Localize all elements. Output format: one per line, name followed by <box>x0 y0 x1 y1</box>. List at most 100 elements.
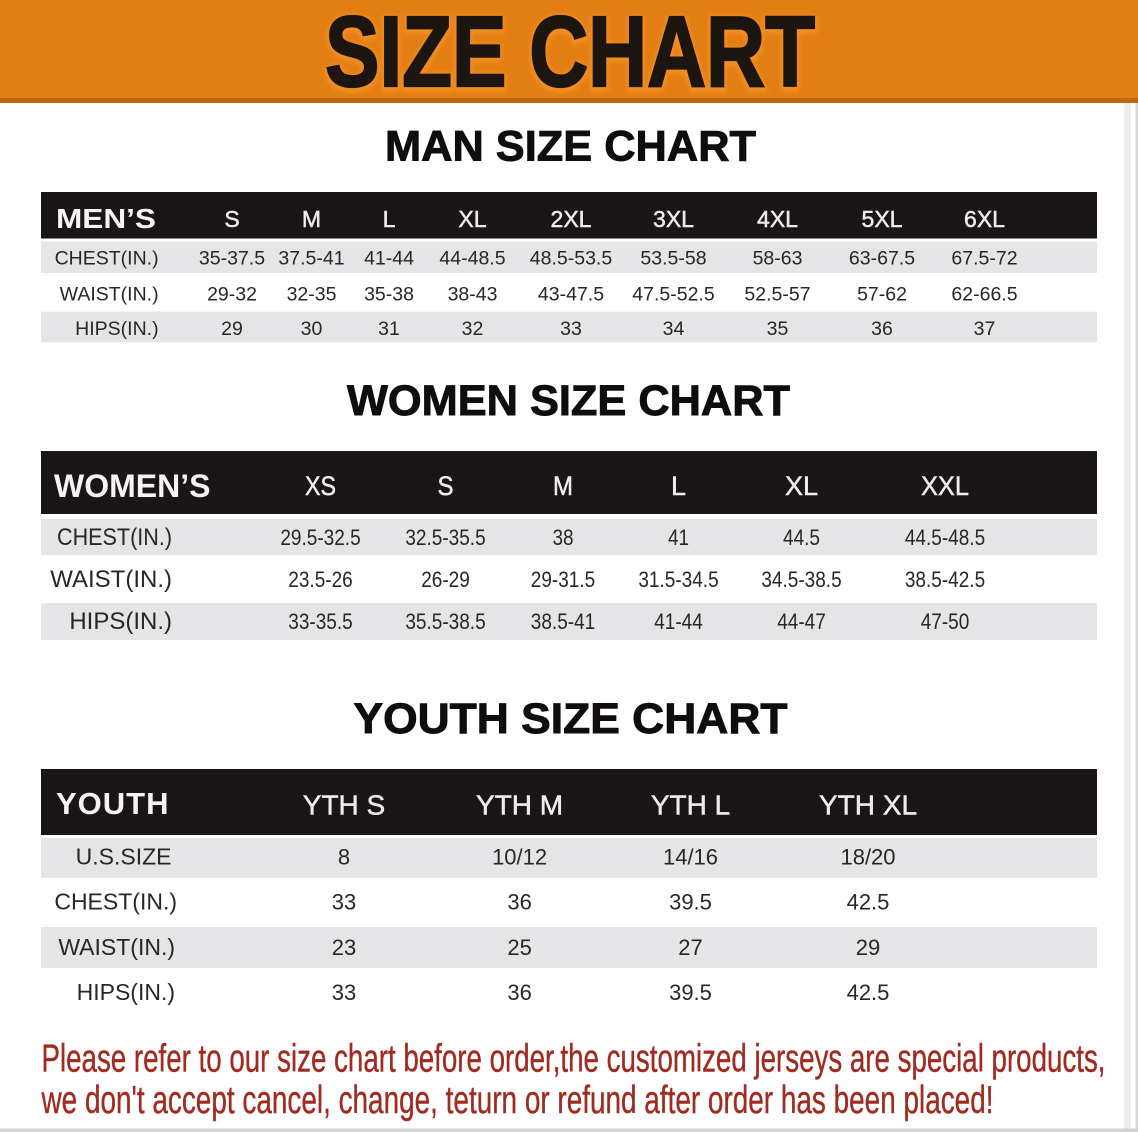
svg-text:29.5-32.5: 29.5-32.5 <box>280 525 360 550</box>
svg-text:37: 37 <box>974 318 996 340</box>
svg-text:62-66.5: 62-66.5 <box>951 284 1017 306</box>
svg-text:S: S <box>224 206 239 232</box>
svg-text:XL: XL <box>785 471 818 501</box>
svg-text:29-32: 29-32 <box>207 284 257 306</box>
svg-text:36: 36 <box>507 980 531 1005</box>
svg-text:33-35.5: 33-35.5 <box>288 609 352 634</box>
svg-text:47-50: 47-50 <box>921 609 970 634</box>
svg-text:38.5-41: 38.5-41 <box>531 609 595 634</box>
svg-text:44-47: 44-47 <box>777 609 826 634</box>
svg-text:37.5-41: 37.5-41 <box>278 248 344 270</box>
svg-text:YTH XL: YTH XL <box>819 790 917 821</box>
svg-text:L: L <box>383 206 396 232</box>
svg-text:18/20: 18/20 <box>840 845 895 870</box>
svg-text:39.5: 39.5 <box>669 890 712 915</box>
svg-text:XS: XS <box>305 471 336 501</box>
svg-text:42.5: 42.5 <box>847 890 890 915</box>
svg-text:35.5-38.5: 35.5-38.5 <box>405 609 485 634</box>
svg-text:48.5-53.5: 48.5-53.5 <box>530 248 613 270</box>
svg-text:38-43: 38-43 <box>448 284 498 306</box>
svg-text:MAN SIZE CHART: MAN SIZE CHART <box>385 123 756 171</box>
svg-text:58-63: 58-63 <box>753 248 803 270</box>
svg-text:YTH L: YTH L <box>651 790 730 821</box>
svg-text:YTH S: YTH S <box>303 790 385 821</box>
svg-text:M: M <box>302 206 321 232</box>
svg-text:53.5-58: 53.5-58 <box>640 248 706 270</box>
svg-text:we don't accept cancel, change: we don't accept cancel, change, teturn o… <box>41 1079 994 1122</box>
svg-text:CHEST(IN.): CHEST(IN.) <box>54 889 177 915</box>
svg-text:41-44: 41-44 <box>364 248 414 270</box>
svg-text:CHEST(IN.): CHEST(IN.) <box>55 248 159 270</box>
svg-text:52.5-57: 52.5-57 <box>744 284 810 306</box>
svg-text:41: 41 <box>668 525 689 550</box>
svg-text:29: 29 <box>856 935 880 960</box>
svg-text:Please refer to our size chart: Please refer to our size chart before or… <box>42 1038 1106 1081</box>
svg-text:SIZE CHART: SIZE CHART <box>325 0 815 108</box>
svg-text:HIPS(IN.): HIPS(IN.) <box>77 979 175 1005</box>
svg-text:41-44: 41-44 <box>654 609 703 634</box>
svg-text:63-67.5: 63-67.5 <box>849 248 915 270</box>
svg-text:43-47.5: 43-47.5 <box>538 284 604 306</box>
svg-text:29-31.5: 29-31.5 <box>531 567 595 592</box>
svg-text:HIPS(IN.): HIPS(IN.) <box>69 608 172 635</box>
svg-text:L: L <box>671 471 686 501</box>
svg-text:32-35: 32-35 <box>287 284 337 306</box>
svg-text:34.5-38.5: 34.5-38.5 <box>761 567 841 592</box>
svg-text:YOUTH: YOUTH <box>56 786 170 821</box>
svg-text:36: 36 <box>871 318 893 340</box>
svg-text:U.S.SIZE: U.S.SIZE <box>76 844 172 870</box>
svg-text:35-37.5: 35-37.5 <box>199 248 265 270</box>
svg-text:67.5-72: 67.5-72 <box>951 248 1017 270</box>
svg-text:YTH M: YTH M <box>476 790 563 821</box>
svg-text:6XL: 6XL <box>964 206 1005 232</box>
svg-text:31.5-34.5: 31.5-34.5 <box>638 567 718 592</box>
svg-text:2XL: 2XL <box>551 206 592 232</box>
svg-text:WAIST(IN.): WAIST(IN.) <box>58 934 175 960</box>
svg-text:34: 34 <box>663 318 685 340</box>
svg-text:HIPS(IN.): HIPS(IN.) <box>75 318 158 340</box>
svg-text:4XL: 4XL <box>757 206 798 232</box>
svg-text:S: S <box>438 471 454 501</box>
svg-text:42.5: 42.5 <box>847 980 890 1005</box>
svg-text:35: 35 <box>767 318 789 340</box>
svg-text:27: 27 <box>678 935 702 960</box>
svg-text:35-38: 35-38 <box>364 284 414 306</box>
svg-text:38: 38 <box>552 525 573 550</box>
svg-text:5XL: 5XL <box>862 206 903 232</box>
svg-text:32.5-35.5: 32.5-35.5 <box>405 525 485 550</box>
svg-text:WAIST(IN.): WAIST(IN.) <box>60 284 159 306</box>
svg-text:10/12: 10/12 <box>492 845 547 870</box>
svg-text:33: 33 <box>332 890 356 915</box>
svg-text:38.5-42.5: 38.5-42.5 <box>905 567 985 592</box>
svg-text:33: 33 <box>560 318 582 340</box>
svg-text:XL: XL <box>458 206 486 232</box>
svg-text:31: 31 <box>378 318 400 340</box>
svg-text:23: 23 <box>332 935 356 960</box>
svg-text:8: 8 <box>338 845 350 870</box>
svg-text:YOUTH SIZE CHART: YOUTH SIZE CHART <box>354 695 788 743</box>
svg-text:44.5: 44.5 <box>783 525 820 550</box>
svg-text:44.5-48.5: 44.5-48.5 <box>905 525 985 550</box>
svg-text:29: 29 <box>221 318 243 340</box>
svg-text:39.5: 39.5 <box>669 980 712 1005</box>
svg-text:MEN’S: MEN’S <box>56 203 156 234</box>
svg-text:3XL: 3XL <box>653 206 694 232</box>
svg-text:25: 25 <box>507 935 531 960</box>
svg-text:47.5-52.5: 47.5-52.5 <box>632 284 715 306</box>
svg-text:32: 32 <box>462 318 484 340</box>
svg-text:WOMEN’S: WOMEN’S <box>54 468 210 504</box>
svg-text:57-62: 57-62 <box>857 284 907 306</box>
svg-text:23.5-26: 23.5-26 <box>288 567 352 592</box>
svg-text:SIZE CHART: SIZE CHART <box>325 0 815 110</box>
svg-text:M: M <box>553 471 573 501</box>
svg-text:26-29: 26-29 <box>421 567 470 592</box>
svg-text:44-48.5: 44-48.5 <box>439 248 505 270</box>
svg-text:36: 36 <box>507 890 531 915</box>
svg-text:14/16: 14/16 <box>663 845 718 870</box>
svg-text:WOMEN SIZE CHART: WOMEN SIZE CHART <box>347 377 790 425</box>
svg-text:CHEST(IN.): CHEST(IN.) <box>57 524 172 551</box>
svg-text:WAIST(IN.): WAIST(IN.) <box>50 566 172 593</box>
svg-text:30: 30 <box>301 318 323 340</box>
svg-text:33: 33 <box>332 980 356 1005</box>
svg-text:XXL: XXL <box>921 471 969 501</box>
